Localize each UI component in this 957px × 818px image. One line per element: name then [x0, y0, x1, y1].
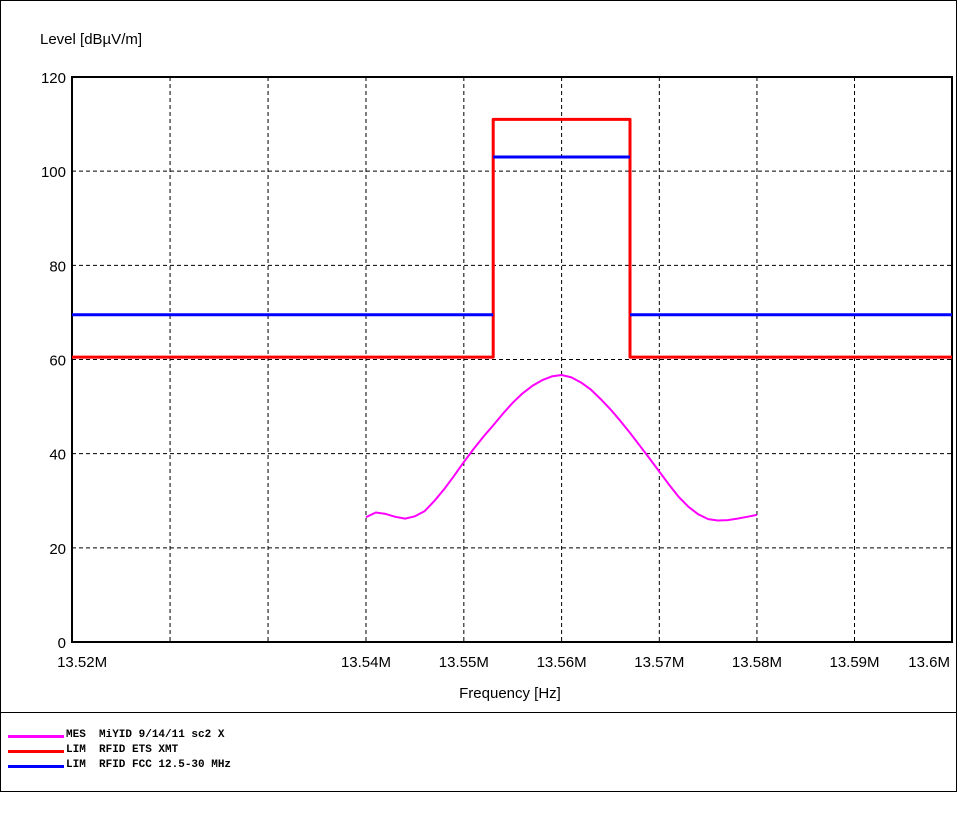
legend-divider	[1, 712, 956, 713]
series-lim-ets-line	[72, 117, 952, 359]
legend-label: MES MiYID 9/14/11 sc2 X	[66, 729, 225, 741]
series-mes-line	[365, 374, 758, 522]
x-tick-label: 13.54M	[341, 654, 391, 671]
x-tick-label: 13.52M	[57, 654, 107, 671]
y-tick-label: 0	[58, 635, 66, 652]
y-tick-label: 120	[41, 70, 66, 87]
y-axis-label: Level [dBµV/m]	[40, 31, 142, 48]
y-tick-label: 20	[49, 541, 66, 558]
x-tick-label: 13.58M	[732, 654, 782, 671]
x-tick-label: 13.57M	[634, 654, 684, 671]
y-tick-label: 40	[49, 447, 66, 464]
grid	[72, 76, 952, 643]
x-axis-label: Frequency [Hz]	[459, 685, 561, 702]
legend-item-lim-fcc: LIM RFID FCC 12.5-30 MHz	[8, 758, 231, 773]
x-tick-label: 13.6M	[908, 654, 950, 671]
x-tick-label: 13.56M	[537, 654, 587, 671]
legend-label: LIM RFID ETS XMT	[66, 744, 179, 756]
legend: MES MiYID 9/14/11 sc2 X LIM RFID ETS XMT…	[8, 728, 231, 773]
emission-chart: 0 20 40 60 80 100 120 13.52M 13.54M 13.55M 13.56M 1…	[40, 31, 953, 702]
legend-swatch-lim-fcc	[8, 765, 64, 768]
legend-swatch-lim-ets	[8, 750, 64, 753]
legend-item-mes: MES MiYID 9/14/11 sc2 X	[8, 728, 224, 743]
series-layer	[72, 117, 952, 522]
y-tick-label: 100	[41, 164, 66, 181]
x-tick-label: 13.55M	[439, 654, 489, 671]
chart-frame	[0, 0, 957, 792]
y-tick-label: 80	[49, 258, 66, 275]
legend-swatch-mes	[8, 735, 64, 738]
tick-labels: 0 20 40 60 80 100 120 13.52M 13.54M 13.55M 13.56M 1…	[41, 70, 950, 671]
plot-area-border	[71, 76, 953, 643]
legend-item-lim-ets: LIM RFID ETS XMT	[8, 743, 178, 758]
legend-label: LIM RFID FCC 12.5-30 MHz	[66, 759, 232, 771]
y-tick-label: 60	[49, 353, 66, 370]
x-tick-label: 13.59M	[829, 654, 879, 671]
